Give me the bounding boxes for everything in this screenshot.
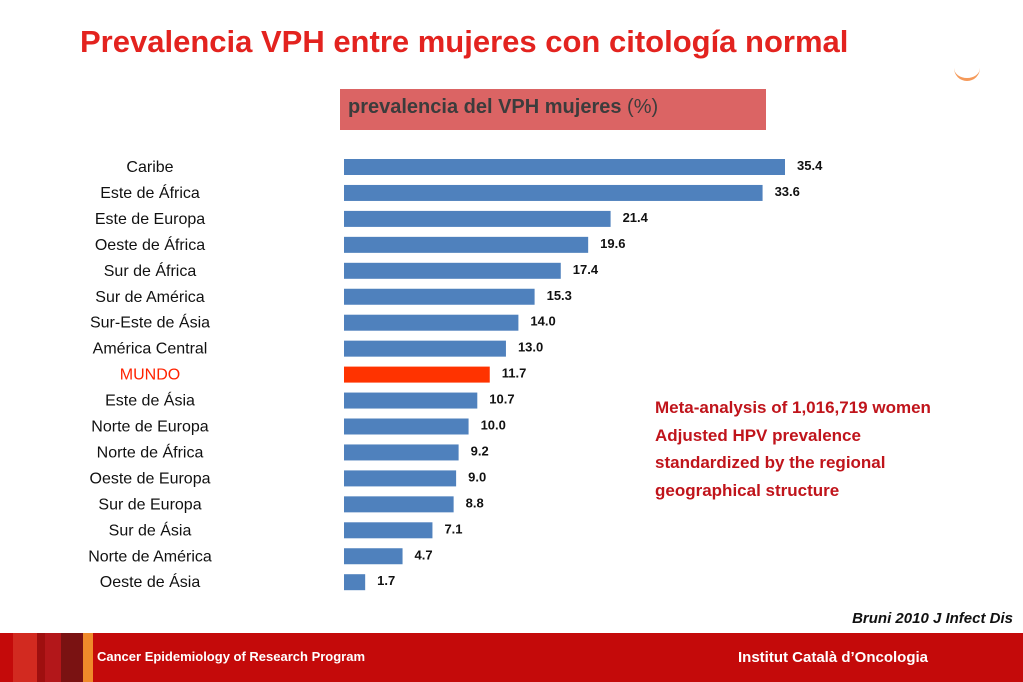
note-line: standardized by the regional <box>655 453 886 472</box>
bar <box>344 496 454 513</box>
value-label: 9.0 <box>468 469 486 484</box>
value-label: 11.7 <box>502 366 527 381</box>
value-label: 33.6 <box>775 184 800 199</box>
footer-stripe <box>61 633 83 682</box>
category-label: Norte de África <box>97 442 204 461</box>
value-label: 4.7 <box>415 547 433 562</box>
bar <box>344 548 403 565</box>
value-label: 21.4 <box>623 210 649 225</box>
category-label: Oeste de Europa <box>90 470 211 487</box>
note-line: Meta-analysis of 1,016,719 women <box>655 398 931 417</box>
category-label: Oeste de África <box>95 235 205 254</box>
value-label: 10.0 <box>481 418 506 433</box>
page-title: Prevalencia VPH entre mujeres con citolo… <box>80 24 849 59</box>
value-label: 35.4 <box>797 158 823 173</box>
category-label: Norte de América <box>88 548 212 565</box>
bar <box>344 159 785 175</box>
chart-header-unit: (%) <box>627 96 659 118</box>
value-label: 8.8 <box>466 495 484 510</box>
bar <box>344 444 459 461</box>
value-label: 7.1 <box>444 521 462 536</box>
footer-stripe <box>0 633 13 682</box>
category-label: Sur de Europa <box>98 496 201 513</box>
category-label: Este de Ásia <box>105 391 195 410</box>
value-label: 17.4 <box>573 262 599 277</box>
value-label: 1.7 <box>377 573 395 588</box>
footer-bar: Cancer Epidemiology of Research Program … <box>0 633 1023 682</box>
decorative-arc <box>954 66 980 81</box>
value-label: 15.3 <box>547 288 572 303</box>
citation: Bruni 2010 J Infect Dis <box>852 610 1013 627</box>
value-label: 9.2 <box>471 443 489 458</box>
bar <box>344 522 433 539</box>
bar <box>344 418 469 435</box>
category-label: Oeste de Ásia <box>100 572 201 591</box>
category-label: Este de Europa <box>95 211 205 228</box>
footer-stripe <box>37 633 45 682</box>
chart-header: prevalencia del VPH mujeres (%) <box>340 89 766 130</box>
meta-analysis-note: Meta-analysis of 1,016,719 women Adjuste… <box>655 394 1005 504</box>
footer-stripe <box>83 633 93 682</box>
footer-stripe <box>45 633 61 682</box>
bar-highlight <box>344 366 490 383</box>
category-label: Sur de Ásia <box>109 520 192 539</box>
bar <box>344 262 561 279</box>
value-label: 13.0 <box>518 340 543 355</box>
bar <box>344 392 478 409</box>
category-label: Caribe <box>126 159 173 176</box>
category-label: Sur de África <box>104 261 197 280</box>
category-label: Este de África <box>100 183 200 202</box>
bar <box>344 288 535 305</box>
bar <box>344 470 457 487</box>
category-label: Norte de Europa <box>91 419 209 436</box>
footer-institute-name: Institut Català d’Oncologia <box>738 649 929 666</box>
bar <box>344 184 763 201</box>
footer-program-name: Cancer Epidemiology of Research Program <box>97 649 366 664</box>
bar <box>344 314 519 331</box>
category-label: Sur de América <box>95 289 204 306</box>
bar-chart: Caribe 35.4 Este de África 33.6 Este de Euro… <box>88 158 823 591</box>
bar <box>344 210 611 227</box>
bar <box>344 340 506 357</box>
category-label: Sur-Este de Ásia <box>90 313 210 332</box>
chart-header-text: prevalencia del VPH mujeres <box>348 96 622 118</box>
value-label: 19.6 <box>600 236 625 251</box>
category-label: América Central <box>93 341 208 358</box>
bar <box>344 574 366 591</box>
note-line: geographical structure <box>655 480 840 500</box>
footer-stripe <box>13 633 37 682</box>
bar <box>344 236 589 253</box>
category-label: MUNDO <box>120 367 180 384</box>
note-line: Adjusted HPV prevalence <box>655 425 861 445</box>
value-label: 14.0 <box>530 314 555 329</box>
value-label: 10.7 <box>489 392 514 407</box>
